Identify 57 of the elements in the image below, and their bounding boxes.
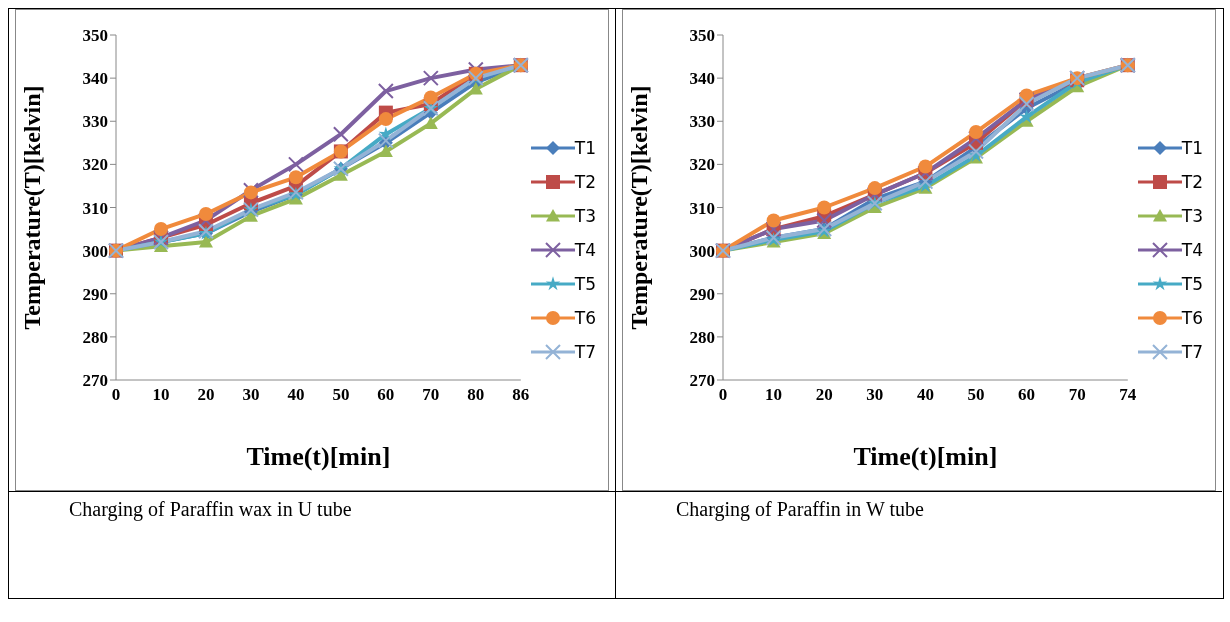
x-tick-label: 74 (1119, 385, 1137, 405)
legend-label: T3 (1181, 206, 1203, 226)
legend-label: T2 (574, 172, 596, 192)
x-tick-label: 50 (332, 385, 350, 405)
x-tick-label: 30 (242, 385, 260, 405)
legend-label: T3 (574, 206, 596, 226)
x-tick-label: 60 (1018, 385, 1036, 405)
x-tick-label: 70 (1068, 385, 1086, 405)
legend-label: T5 (1181, 274, 1203, 294)
text: Charging of Paraffin wax in U tube (69, 498, 353, 521)
x-tick-label: 30 (866, 385, 884, 405)
y-tick-label: 290 (82, 284, 108, 304)
x-tick-label: 10 (152, 385, 170, 405)
y-tick-label: 350 (689, 26, 715, 46)
y-tick-label: 270 (82, 371, 108, 391)
x-tick-label: 40 (916, 385, 934, 405)
x-tick-label: 60 (377, 385, 395, 405)
y-tick-label: 280 (689, 327, 715, 347)
y-tick-label: 310 (689, 198, 715, 218)
y-tick-label: 290 (689, 284, 715, 304)
x-axis-title: Time(t)[min] (246, 442, 391, 471)
legend-label: T5 (574, 274, 596, 294)
y-tick-label: 320 (82, 155, 108, 175)
legend-label: T1 (574, 138, 596, 158)
y-tick-label: 300 (689, 241, 715, 261)
x-tick-label: 80 (467, 385, 485, 405)
y-tick-label: 280 (82, 327, 108, 347)
x-tick-label: 20 (197, 385, 215, 405)
x-tick-label: 50 (967, 385, 985, 405)
x-tick-label: 20 (815, 385, 833, 405)
legend-label: T7 (1181, 342, 1203, 362)
y-axis-title: Temperature(T)[kelvin] (625, 85, 652, 330)
text: Charging of Paraffin in W tube (676, 498, 925, 521)
legend-label: T4 (574, 240, 596, 260)
y-tick-label: 340 (82, 69, 108, 89)
y-tick-label: 300 (82, 241, 108, 261)
y-tick-label: 340 (689, 69, 715, 89)
y-tick-label: 320 (689, 155, 715, 175)
legend-label: T6 (574, 308, 596, 328)
y-tick-label: 330 (82, 112, 108, 132)
x-tick-label: 0 (718, 385, 728, 405)
y-tick-label: 330 (689, 112, 715, 132)
x-axis-title: Time(t)[min] (853, 442, 998, 471)
legend-label: T1 (1181, 138, 1203, 158)
legend-label: T6 (1181, 308, 1203, 328)
x-tick-label: 0 (111, 385, 121, 405)
x-tick-label: 86 (512, 385, 530, 405)
y-tick-label: 310 (82, 198, 108, 218)
y-tick-label: 350 (82, 26, 108, 46)
legend-label: T7 (574, 342, 596, 362)
legend-label: T4 (1181, 240, 1203, 260)
legend-label: T2 (1181, 172, 1203, 192)
x-tick-label: 40 (287, 385, 305, 405)
x-tick-label: 70 (422, 385, 440, 405)
y-axis-title: Temperature(T)[kelvin] (18, 85, 45, 330)
x-tick-label: 10 (765, 385, 783, 405)
y-tick-label: 270 (689, 371, 715, 391)
